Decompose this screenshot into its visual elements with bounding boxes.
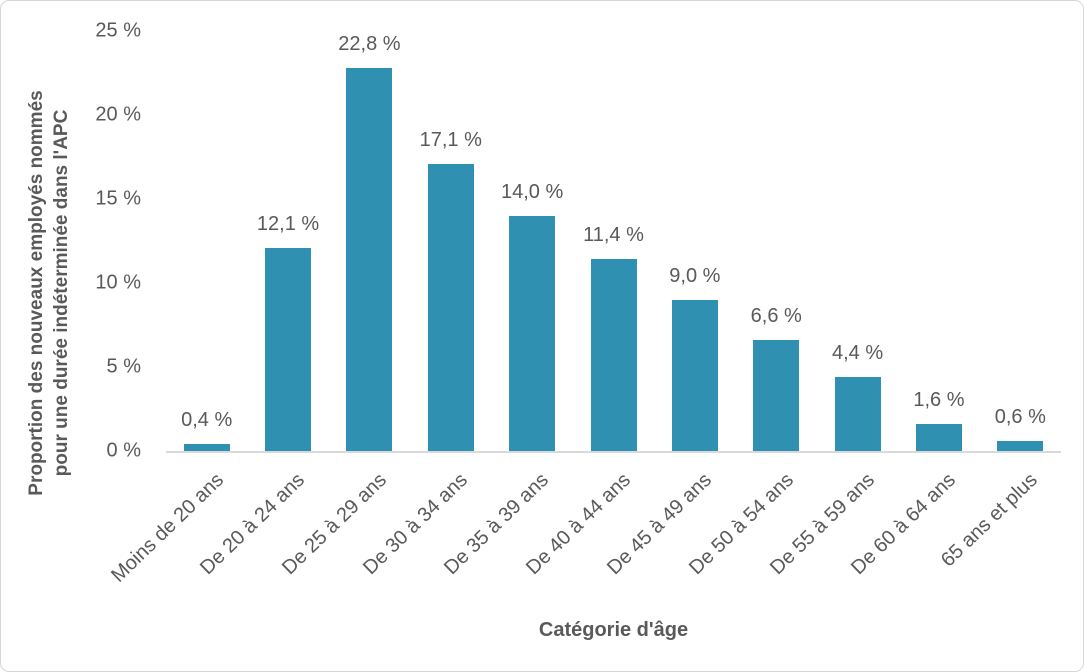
bar — [997, 440, 1044, 451]
bar-value-label: 6,6 % — [750, 305, 802, 328]
y-tick-label: 20 % — [95, 103, 141, 126]
y-axis-title-line-1: Proportion des nouveaux employés nommés — [26, 90, 47, 496]
bar-value-label: 12,1 % — [256, 212, 320, 235]
y-tick-label: 15 % — [95, 187, 141, 210]
bar-value-label: 14,0 % — [500, 180, 564, 203]
bar-value-label: 1,6 % — [913, 389, 965, 412]
y-tick-label: 5 % — [106, 355, 141, 378]
bar — [590, 259, 637, 451]
bar-value-label: 9,0 % — [669, 264, 721, 287]
bar — [834, 377, 881, 451]
bar-value-label: 0,6 % — [994, 405, 1046, 428]
bar-value-label: 22,8 % — [338, 32, 401, 55]
bar — [915, 424, 962, 451]
bar — [265, 247, 312, 451]
y-tick-label: 0 % — [106, 439, 141, 462]
bar — [509, 215, 556, 451]
bar-value-label: 11,4 % — [583, 224, 644, 247]
y-tick-label: 25 % — [95, 19, 141, 42]
bar — [346, 67, 393, 451]
y-tick-label: 10 % — [95, 271, 141, 294]
bar — [671, 299, 718, 451]
bar-value-label: 17,1 % — [419, 128, 482, 151]
bar — [427, 163, 474, 451]
x-axis-title: Catégorie d'âge — [538, 619, 689, 641]
bar — [183, 444, 230, 451]
bar-value-label: 4,4 % — [832, 342, 884, 365]
x-axis-line — [166, 451, 1061, 453]
bar — [753, 340, 800, 451]
bar-value-label: 0,4 % — [181, 409, 233, 432]
